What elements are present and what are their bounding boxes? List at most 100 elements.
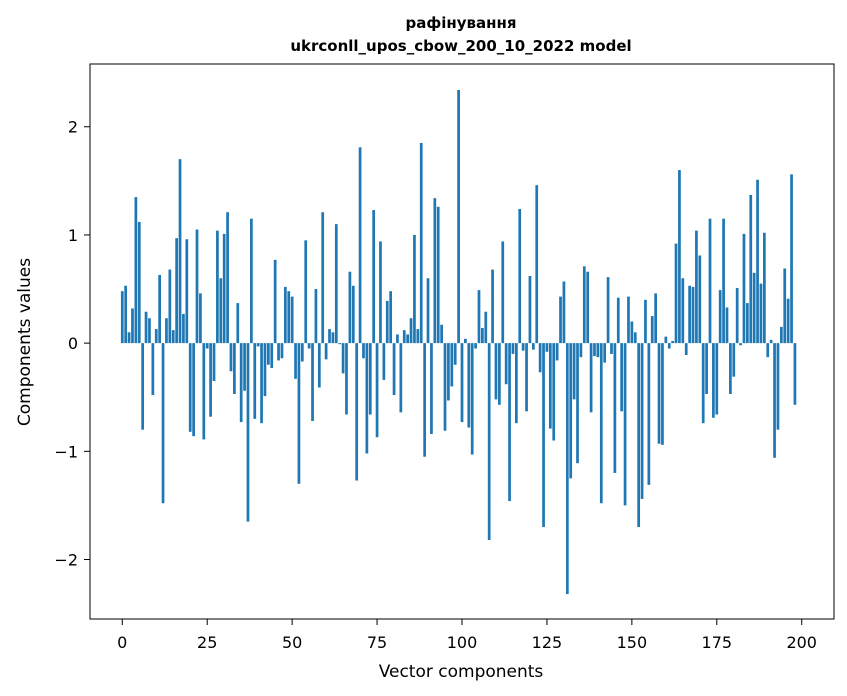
bar-42: [263, 343, 267, 397]
bar-152: [637, 343, 641, 528]
bar-60: [324, 343, 328, 360]
bar-74: [372, 210, 376, 344]
bar-63: [334, 224, 338, 344]
bar-197: [790, 174, 793, 344]
bar-189: [763, 232, 766, 344]
bar-121: [531, 343, 535, 350]
bar-70: [358, 147, 362, 344]
bar-75: [375, 343, 379, 438]
bar-174: [712, 343, 715, 418]
bar-153: [640, 343, 644, 499]
bar-16: [175, 238, 178, 344]
bar-164: [678, 170, 681, 344]
bar-90: [426, 278, 430, 344]
bar-6: [141, 343, 145, 430]
bar-22: [195, 229, 199, 344]
bar-76: [379, 241, 382, 344]
bar-196: [786, 298, 790, 344]
bar-163: [674, 243, 678, 344]
bar-122: [535, 185, 539, 344]
bar-84: [406, 334, 409, 344]
y-tick-label-4: 2: [68, 118, 78, 137]
bar-50: [290, 296, 294, 344]
bar-52: [297, 343, 301, 484]
bar-105: [477, 290, 481, 344]
bar-175: [715, 343, 719, 415]
bar-138: [589, 343, 593, 413]
bar-10: [154, 329, 158, 344]
bar-129: [559, 296, 562, 344]
bar-194: [779, 326, 783, 344]
bar-38: [250, 218, 253, 344]
bar-136: [582, 266, 586, 344]
bar-162: [671, 340, 674, 344]
bar-41: [260, 343, 263, 424]
bar-135: [579, 343, 583, 358]
chart-title-line-2: ukrconll_upos_cbow_200_10_2022 model: [290, 37, 631, 55]
bar-23: [199, 293, 202, 344]
bar-134: [576, 343, 579, 464]
bar-0: [120, 291, 124, 344]
y-tick-label-2: 0: [68, 334, 78, 353]
bar-5: [137, 221, 141, 344]
bar-7: [144, 311, 148, 344]
bar-17: [178, 159, 182, 344]
bar-67: [348, 271, 352, 344]
bar-20: [188, 343, 192, 432]
bar-87: [416, 329, 420, 344]
bars-group: [120, 89, 797, 595]
bar-110: [494, 343, 498, 400]
bar-96: [447, 343, 450, 401]
bar-8: [148, 318, 151, 344]
bar-140: [596, 343, 600, 358]
bar-29: [219, 278, 223, 344]
bar-3: [131, 308, 134, 344]
bar-91: [430, 343, 433, 434]
bar-130: [562, 281, 566, 344]
bar-139: [593, 343, 596, 357]
bar-128: [555, 343, 559, 361]
bar-12: [161, 343, 165, 504]
y-tick-label-3: 1: [68, 226, 78, 245]
bar-116: [515, 343, 518, 424]
bar-187: [756, 179, 759, 344]
x-tick-label-200: 200: [786, 633, 817, 652]
x-tick-label-25: 25: [197, 633, 217, 652]
bar-66: [345, 343, 348, 415]
bar-182: [739, 343, 742, 346]
bar-4: [134, 197, 138, 344]
bar-143: [606, 277, 610, 344]
bar-176: [718, 290, 722, 344]
y-axis-ticks: −2 −1 0 1 2: [54, 118, 90, 569]
bar-137: [586, 271, 590, 344]
bar-15: [171, 330, 175, 344]
bar-73: [368, 343, 372, 415]
bar-150: [630, 321, 634, 344]
bar-172: [705, 343, 708, 394]
bar-13: [165, 318, 168, 344]
bar-27: [212, 343, 216, 381]
bar-190: [766, 343, 770, 358]
bar-19: [185, 239, 189, 344]
bar-78: [385, 300, 389, 344]
bar-68: [351, 285, 355, 344]
bar-167: [688, 285, 691, 344]
bar-33: [233, 343, 236, 394]
bar-100: [460, 343, 464, 423]
bar-115: [511, 343, 515, 354]
bar-147: [620, 343, 624, 412]
bar-54: [304, 240, 308, 344]
bar-85: [409, 318, 413, 344]
bar-107: [484, 311, 488, 344]
bar-95: [443, 343, 447, 431]
bar-69: [355, 343, 359, 481]
bar-180: [732, 343, 736, 377]
bar-65: [341, 343, 345, 374]
bar-179: [729, 343, 732, 394]
bar-126: [548, 343, 552, 429]
bar-108: [487, 343, 491, 541]
x-tick-label-0: 0: [117, 633, 127, 652]
bar-62: [331, 332, 335, 344]
bar-161: [667, 343, 671, 349]
x-tick-label-175: 175: [702, 633, 733, 652]
